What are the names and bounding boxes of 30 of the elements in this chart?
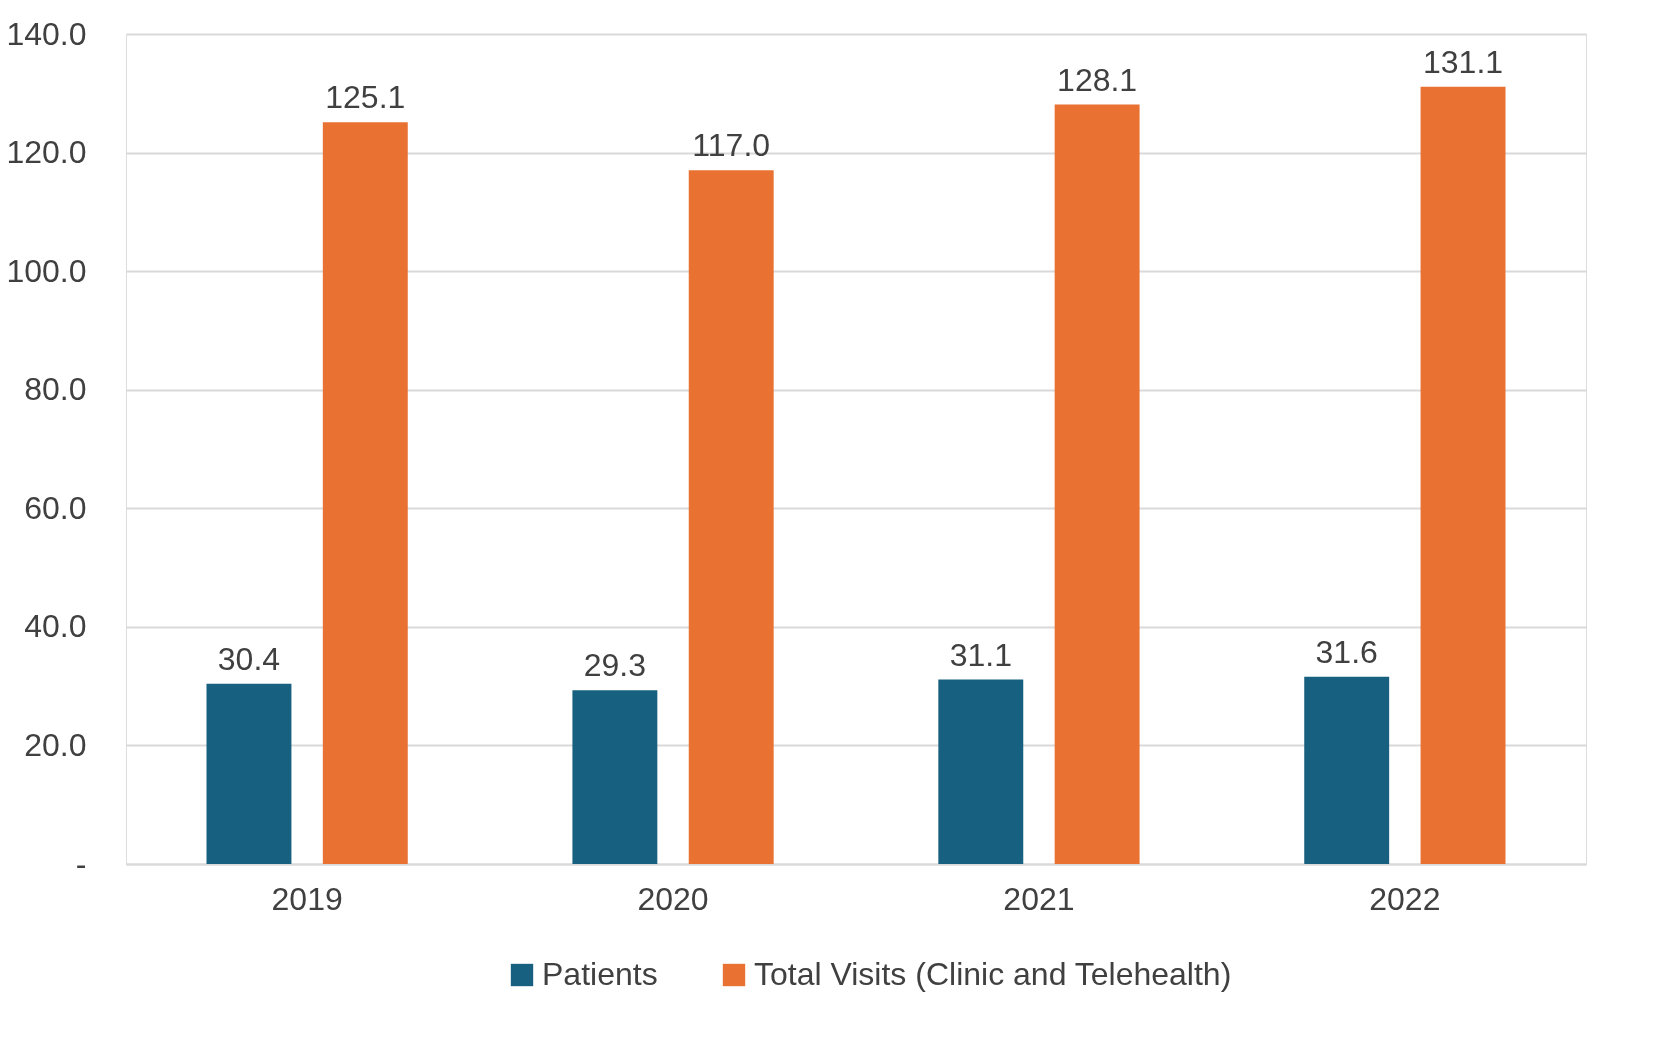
x-tick-label: 2019 <box>271 880 343 917</box>
y-tick-label: 80.0 <box>24 371 87 408</box>
data-label: 31.6 <box>1315 633 1378 670</box>
bar <box>938 679 1024 864</box>
y-tick-label: 140.0 <box>6 15 87 52</box>
y-tick-label: 120.0 <box>6 134 87 171</box>
legend-label: Total Visits (Clinic and Telehealth) <box>754 956 1232 992</box>
y-tick-label: - <box>75 845 87 882</box>
data-label: 30.4 <box>217 640 281 677</box>
bar <box>688 170 774 864</box>
data-label: 128.1 <box>1057 61 1138 98</box>
y-tick-label: 20.0 <box>24 726 87 763</box>
bar <box>206 683 292 864</box>
x-tick-label: 2022 <box>1369 880 1441 917</box>
data-label: 29.3 <box>583 647 647 684</box>
bar <box>322 122 408 864</box>
bar <box>1054 104 1140 864</box>
x-tick-label: 2021 <box>1003 880 1075 917</box>
legend-label: Patients <box>542 956 658 992</box>
data-label: 131.1 <box>1423 43 1504 80</box>
bar <box>1304 676 1390 864</box>
bar <box>572 690 658 864</box>
y-tick-label: 40.0 <box>24 608 87 645</box>
data-label: 117.0 <box>692 127 771 164</box>
y-tick-label: 100.0 <box>6 252 87 289</box>
x-tick-label: 2020 <box>637 880 709 917</box>
bar <box>1420 86 1506 864</box>
data-label: 31.1 <box>949 636 1012 673</box>
data-label: 125.1 <box>325 79 406 116</box>
y-tick-label: 60.0 <box>24 489 87 526</box>
